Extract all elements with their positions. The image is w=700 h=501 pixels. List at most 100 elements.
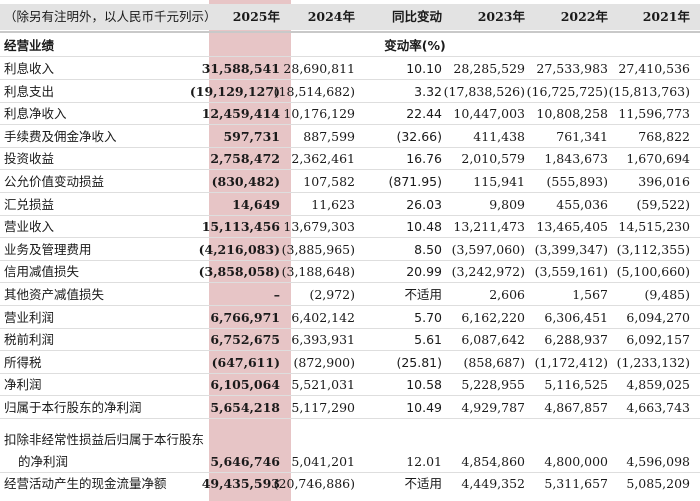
cell-2025: 5,654,218 xyxy=(210,400,280,415)
cell-yoy: 10.49 xyxy=(406,400,442,415)
cell-2023: 4,854,860 xyxy=(461,454,525,469)
cell-2025: 31,588,541 xyxy=(201,61,280,76)
row-label-line1: 扣除非经常性损益后归属于本行股东 xyxy=(4,432,205,447)
cell-2022: 6,288,937 xyxy=(544,332,608,348)
table-row: 其他资产减值损失 – (2,972) 不适用 2,606 1,567 (9,485) xyxy=(0,284,700,306)
cell-2024: 5,521,031 xyxy=(291,377,355,393)
cell-2021: 11,596,773 xyxy=(618,106,690,122)
row-label: 营业收入 xyxy=(4,219,55,235)
cell-2022: (16,725,725) xyxy=(526,83,608,99)
cell-2025: 49,435,593 xyxy=(201,476,280,491)
col-header-2023: 2023年 xyxy=(477,9,525,24)
row-label: 净利润 xyxy=(4,377,42,393)
cell-2024: 28,690,811 xyxy=(283,61,355,76)
cell-2021: 4,663,743 xyxy=(626,400,690,415)
cell-yoy: 8.50 xyxy=(414,241,442,257)
cell-yoy: 不适用 xyxy=(404,476,442,491)
row-label: 汇兑损益 xyxy=(4,196,55,212)
cell-2025: 15,113,456 xyxy=(201,219,280,235)
cell-2025: 597,731 xyxy=(223,128,280,144)
cell-2022: 6,306,451 xyxy=(544,309,608,325)
cell-2023: 6,162,220 xyxy=(461,309,525,325)
table-row: 营业利润 6,766,971 6,402,142 5.70 6,162,220 6,306… xyxy=(0,307,700,329)
cell-2025: 6,766,971 xyxy=(210,309,280,325)
cell-2025: (647,611) xyxy=(211,354,280,370)
col-header-2024: 2024年 xyxy=(307,9,355,24)
row-label: 业务及管理费用 xyxy=(4,241,92,257)
table-row: 业务及管理费用 (4,216,083) (3,885,965) 8.50 (3,597,… xyxy=(0,239,700,261)
cell-2025: 12,459,414 xyxy=(201,106,280,122)
table-row: 利息净收入 12,459,414 10,176,129 22.44 10,447,003… xyxy=(0,103,700,126)
cell-2021: 1,670,694 xyxy=(626,151,690,167)
cell-yoy: 3.32 xyxy=(414,83,442,99)
cell-2021: 6,094,270 xyxy=(626,309,690,325)
cell-2024: 6,402,142 xyxy=(291,309,355,325)
cell-2024: 6,393,931 xyxy=(291,332,355,348)
row-label: 其他资产减值损失 xyxy=(4,287,105,302)
cell-2025: 5,646,746 xyxy=(210,454,280,469)
cell-2024: 2,362,461 xyxy=(291,151,355,167)
cell-yoy: 不适用 xyxy=(404,287,442,302)
cell-2025: 2,758,472 xyxy=(210,151,280,167)
cell-2021: (9,485) xyxy=(644,287,690,302)
table-row: 汇兑损益 14,649 11,623 26.03 9,809 455,036 (59,522… xyxy=(0,194,700,216)
cell-2025: – xyxy=(273,287,280,302)
cell-yoy: 5.70 xyxy=(414,309,442,325)
cell-2022: (1,172,412) xyxy=(534,354,608,370)
table-row: 税前利润 6,752,675 6,393,931 5.61 6,087,642 6,288… xyxy=(0,329,700,352)
table-row: 所得税 (647,611) (872,900) (25.81) (858,687) (1,… xyxy=(0,352,700,374)
cell-2023: 2,010,579 xyxy=(461,151,525,167)
cell-2024: 10,176,129 xyxy=(283,106,355,122)
cell-2023: (3,597,060) xyxy=(451,241,525,257)
table-row: 利息支出 (19,129,127) (18,514,682) 3.32 (17,838,… xyxy=(0,81,700,103)
cell-2024: 887,599 xyxy=(303,128,355,144)
cell-2022: 27,533,983 xyxy=(536,61,608,76)
cell-2022: 4,867,857 xyxy=(544,400,608,415)
cell-2021: 396,016 xyxy=(638,174,690,189)
cell-yoy: (871.95) xyxy=(388,174,443,189)
cell-yoy: 10.58 xyxy=(406,377,442,393)
cell-2022: (3,559,161) xyxy=(534,264,608,280)
cell-yoy: 5.61 xyxy=(414,332,442,348)
table-row: 投资收益 2,758,472 2,362,461 16.76 2,010,579 1,84… xyxy=(0,148,700,171)
row-label-line2: 的净利润 xyxy=(18,454,69,469)
current-year-highlight xyxy=(209,0,291,501)
cell-2022: (3,399,347) xyxy=(534,241,608,257)
col-header-2022: 2022年 xyxy=(560,9,608,24)
cell-2023: 10,447,003 xyxy=(453,106,525,122)
cell-2021: 4,596,098 xyxy=(626,454,690,469)
table-row: 净利润 6,105,064 5,521,031 10.58 5,228,955 5,116… xyxy=(0,374,700,397)
row-label: 所得税 xyxy=(4,354,42,370)
table-row: 利息收入 31,588,541 28,690,811 10.10 28,285,529 2… xyxy=(0,58,700,80)
cell-2021: 6,092,157 xyxy=(626,332,690,348)
cell-2023: 4,929,787 xyxy=(461,400,525,415)
row-label: 经营活动产生的现金流量净额 xyxy=(4,476,167,491)
cell-2025: (4,216,083) xyxy=(198,241,280,257)
cell-2021: 768,822 xyxy=(638,128,690,144)
cell-yoy: 10.10 xyxy=(406,61,442,76)
cell-2022: (555,893) xyxy=(546,174,608,189)
cell-2025: (19,129,127) xyxy=(189,83,280,99)
cell-2021: (5,100,660) xyxy=(616,264,690,280)
table-row: 公允价值变动损益 (830,482) 107,582 (871.95) 115,941 (… xyxy=(0,171,700,193)
cell-2023: 28,285,529 xyxy=(453,61,525,76)
cell-2024: (2,972) xyxy=(309,287,355,302)
cell-2024: 107,582 xyxy=(303,174,355,189)
cell-yoy: 26.03 xyxy=(406,196,442,212)
cell-2024: 11,623 xyxy=(311,196,355,212)
col-header-yoy: 同比变动 xyxy=(391,9,442,24)
cell-2022: 10,808,258 xyxy=(536,106,608,122)
cell-2021: 4,859,025 xyxy=(626,377,690,393)
cell-2022: 455,036 xyxy=(556,196,608,212)
cell-2023: 6,087,642 xyxy=(461,332,525,348)
section-row: 经营业绩 变动率(%) xyxy=(0,35,700,57)
table-row: 手续费及佣金净收入 597,731 887,599 (32.66) 411,438 761… xyxy=(0,126,700,148)
row-label: 营业利润 xyxy=(4,309,55,325)
cell-2022: 5,311,657 xyxy=(544,476,608,491)
table-row-multiline: 扣除非经常性损益后归属于本行股东 的净利润 5,646,746 5,041,20… xyxy=(0,429,700,473)
row-label: 利息净收入 xyxy=(4,106,67,122)
cell-2025: 14,649 xyxy=(232,196,280,212)
cell-2024: (20,746,886) xyxy=(273,476,355,491)
cell-2023: 13,211,473 xyxy=(453,219,525,235)
row-label: 税前利润 xyxy=(4,332,55,348)
